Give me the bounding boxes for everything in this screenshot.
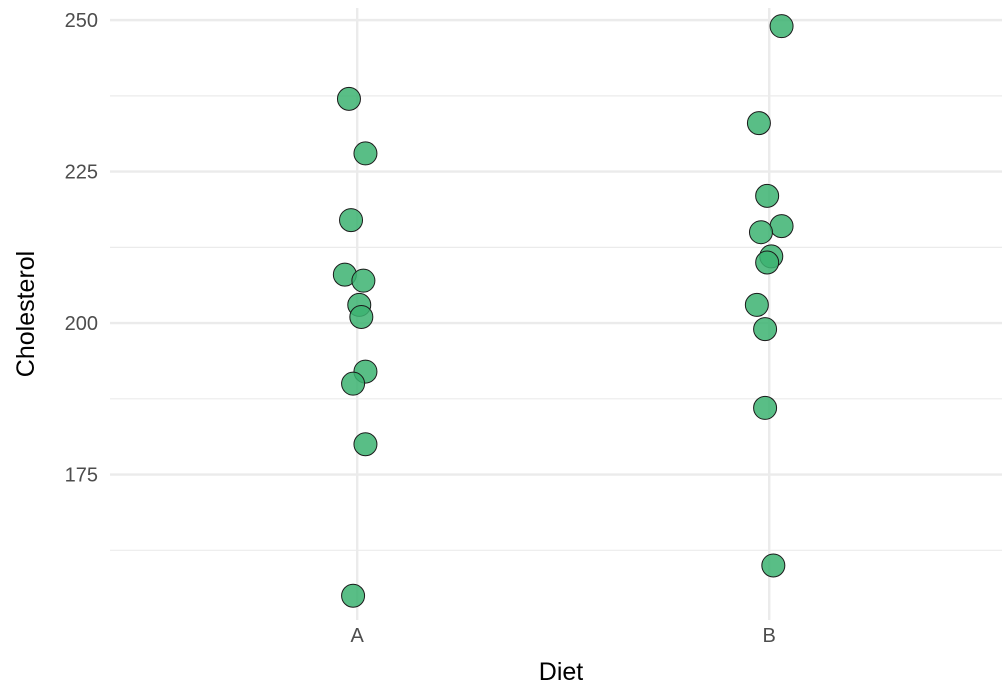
data-point bbox=[753, 317, 778, 342]
x-axis-title: Diet bbox=[539, 658, 584, 686]
data-point bbox=[753, 395, 778, 420]
data-points bbox=[332, 14, 794, 608]
y-axis-title: Cholesterol bbox=[12, 251, 40, 377]
data-point bbox=[341, 371, 366, 396]
y-tick-label: 225 bbox=[65, 162, 98, 184]
x-tick-label: B bbox=[763, 625, 776, 647]
minor-gridlines bbox=[110, 95, 1002, 551]
data-point bbox=[353, 432, 378, 457]
data-point bbox=[748, 220, 773, 245]
y-tick-label: 250 bbox=[65, 10, 98, 32]
data-point bbox=[351, 268, 376, 293]
data-point bbox=[336, 86, 361, 111]
data-point bbox=[761, 553, 786, 578]
data-point bbox=[341, 583, 366, 608]
y-tick-label: 200 bbox=[65, 313, 98, 335]
data-point bbox=[349, 305, 374, 330]
data-point bbox=[755, 183, 780, 208]
data-point bbox=[353, 141, 378, 166]
data-point bbox=[769, 214, 794, 239]
data-point bbox=[339, 208, 364, 233]
data-point bbox=[746, 111, 771, 136]
x-tick-label: A bbox=[351, 625, 365, 647]
data-point bbox=[755, 250, 780, 275]
data-point bbox=[769, 14, 794, 39]
data-point bbox=[744, 292, 769, 317]
y-axis-tick-labels: 175 200 225 250 bbox=[65, 10, 98, 486]
y-tick-label: 175 bbox=[65, 465, 98, 487]
